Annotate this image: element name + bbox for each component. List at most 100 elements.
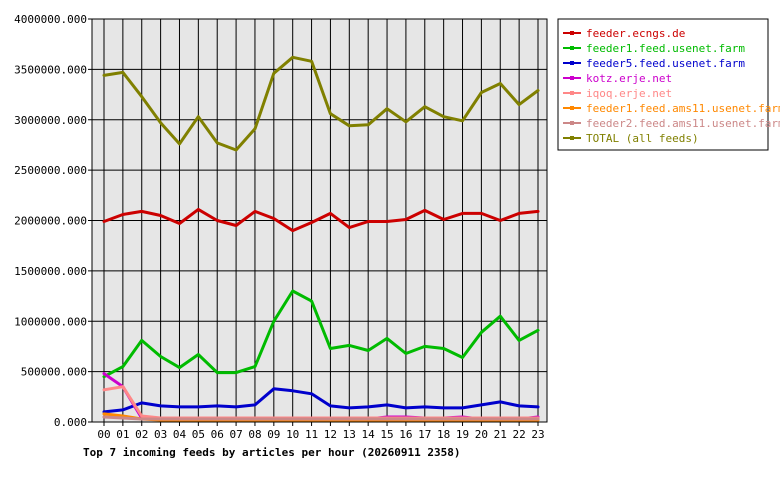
series-point xyxy=(536,89,540,92)
series-point xyxy=(140,210,143,213)
series-point xyxy=(216,417,219,421)
series-point xyxy=(385,403,389,407)
series-point xyxy=(310,60,313,63)
series-point xyxy=(253,403,257,407)
series-point xyxy=(253,210,257,213)
x-tick-label: 00 xyxy=(97,428,110,441)
series-point xyxy=(442,406,445,410)
series-point xyxy=(536,210,540,213)
series-point xyxy=(121,213,125,216)
series-point xyxy=(442,115,445,118)
series-point xyxy=(480,403,483,407)
legend-label: kotz.erje.net xyxy=(586,72,672,85)
series-point xyxy=(499,417,502,421)
series-point xyxy=(499,219,502,222)
series-point xyxy=(140,95,143,98)
series-point xyxy=(178,405,181,409)
series-point xyxy=(442,218,445,221)
series-point xyxy=(442,417,445,421)
legend-label: feeder.ecngs.de xyxy=(586,27,685,40)
axis-layer: 00 01 02 03 04 05 06 07 08 09 10 11 12 13 14 15 16 17 18 19… xyxy=(14,13,544,441)
x-tick-label: 07 xyxy=(229,428,242,441)
series-point xyxy=(216,371,219,374)
x-tick-label: 14 xyxy=(362,428,376,441)
series-point xyxy=(310,299,313,303)
series-point xyxy=(234,417,238,421)
y-tick-label: 500000.000 xyxy=(21,366,87,379)
series-point xyxy=(348,417,351,421)
series-point xyxy=(140,417,143,421)
series-point xyxy=(234,148,238,152)
x-tick-label: 17 xyxy=(418,428,431,441)
legend-label: feeder1.feed.usenet.farm xyxy=(586,42,745,55)
chart-title: Top 7 incoming feeds by articles per hou… xyxy=(83,446,461,459)
series-line xyxy=(102,207,540,233)
series-point xyxy=(253,365,257,368)
series-point xyxy=(102,220,106,223)
series-point xyxy=(234,224,238,227)
legend-marker xyxy=(570,106,574,110)
series-point xyxy=(272,72,276,75)
x-tick-label: 18 xyxy=(437,428,450,441)
series-point xyxy=(253,127,257,131)
series-line xyxy=(102,415,540,421)
x-tick-label: 16 xyxy=(399,428,412,441)
series-point xyxy=(366,349,370,352)
series-point xyxy=(517,103,521,106)
series-point xyxy=(536,329,540,332)
series-point xyxy=(140,401,143,405)
y-tick-label: 1000000.000 xyxy=(14,315,87,328)
x-tick-label: 08 xyxy=(248,428,261,441)
series-point xyxy=(517,404,521,408)
series-point xyxy=(159,404,162,408)
series-point xyxy=(461,406,464,410)
x-tick-label: 11 xyxy=(305,428,318,441)
series-point xyxy=(385,337,389,340)
series-point xyxy=(310,417,313,421)
series-point xyxy=(197,405,200,409)
series-point xyxy=(366,417,370,421)
series-point xyxy=(366,123,370,126)
series-point xyxy=(216,404,219,408)
series-point xyxy=(216,219,219,222)
x-tick-label: 02 xyxy=(135,428,148,441)
x-tick-label: 20 xyxy=(475,428,488,441)
series-point xyxy=(366,220,370,223)
series-point xyxy=(121,416,125,420)
series-point xyxy=(291,56,294,59)
series-point xyxy=(121,365,125,368)
series-point xyxy=(178,142,181,146)
series-point xyxy=(159,214,162,217)
series-point xyxy=(272,417,276,421)
series-point xyxy=(253,417,257,421)
legend-marker xyxy=(570,121,574,125)
series-point xyxy=(310,221,313,224)
legend-label: TOTAL (all feeds) xyxy=(586,132,699,145)
series-point xyxy=(291,389,294,392)
series-point xyxy=(423,105,426,108)
x-tick-label: 04 xyxy=(173,428,187,441)
series-point xyxy=(234,371,238,374)
series-point xyxy=(329,347,332,350)
series-point xyxy=(140,414,143,418)
series-point xyxy=(121,408,125,412)
series-point xyxy=(461,212,464,215)
x-tick-label: 01 xyxy=(116,428,129,441)
series-point xyxy=(348,124,351,127)
series-point xyxy=(499,315,502,318)
series-point xyxy=(329,212,332,215)
series-point xyxy=(348,344,351,347)
series-point xyxy=(404,417,408,421)
series-point xyxy=(159,355,162,358)
y-tick-label: 0.000 xyxy=(54,416,87,429)
series-point xyxy=(404,406,408,410)
series-point xyxy=(102,412,106,416)
series-point xyxy=(178,366,181,369)
legend-marker xyxy=(570,91,574,95)
legend: feeder.ecngs.de feeder1.feed.usenet.farm f… xyxy=(557,18,780,151)
series-point xyxy=(272,320,276,323)
series-point xyxy=(121,71,125,74)
series-point xyxy=(178,417,181,421)
series-point xyxy=(517,417,521,421)
x-tick-label: 21 xyxy=(494,428,507,441)
